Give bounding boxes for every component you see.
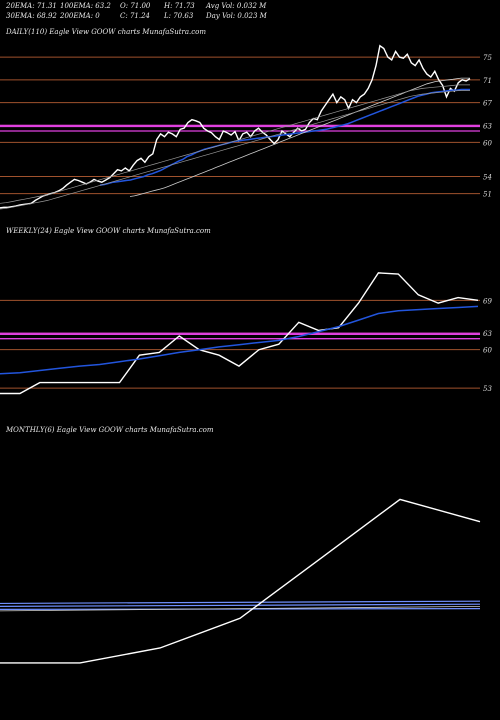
daily-panel-title: DAILY(110) Eagle View GOOW charts Munafa…: [6, 28, 207, 36]
daily-ytick-label: 51: [483, 191, 492, 199]
monthly-blue-band: [0, 600, 481, 605]
monthly-panel-title: MONTHLY(6) Eagle View GOOW charts Munafa…: [6, 426, 214, 434]
ema200-label: 200EMA: 0: [60, 12, 100, 20]
monthly-blue-band: [0, 603, 481, 608]
close-label: C: 71.24: [120, 12, 150, 20]
weekly-ytick-label: 69: [483, 297, 492, 305]
monthly-grey-band: [0, 606, 481, 612]
daily-series-1: [99, 88, 470, 186]
daily-series-0: [0, 44, 471, 209]
daily-ytick-label: 67: [483, 100, 492, 108]
monthly-series-0: [0, 498, 481, 664]
weekly-ytick-label: 53: [483, 385, 492, 393]
ema100-label: 100EMA: 63.2: [60, 2, 111, 10]
weekly-series-1: [0, 305, 479, 375]
open-label: O: 71.00: [120, 2, 151, 10]
low-label: L: 70.63: [164, 12, 194, 20]
daily-grey-ema-0: [0, 84, 470, 204]
weekly-series-0: [0, 272, 479, 395]
day-vol-label: Day Vol: 0.023 M: [206, 12, 267, 20]
daily-ytick-label: 60: [483, 139, 492, 147]
daily-ytick-label: 54: [483, 174, 492, 182]
daily-grey-ema-1: [0, 90, 470, 210]
header-row-1: 20EMA: 71.31 100EMA: 63.2 O: 71.00 H: 71…: [6, 2, 266, 10]
daily-ytick-label: 71: [483, 77, 492, 85]
high-label: H: 71.73: [164, 2, 195, 10]
weekly-ytick-label: 63: [483, 330, 492, 338]
daily-ytick-label: 75: [483, 54, 492, 62]
daily-series-2: [129, 77, 470, 197]
ema30-label: 30EMA: 68.92: [6, 12, 57, 20]
weekly-ytick-label: 60: [483, 347, 492, 355]
avg-vol-label: Avg Vol: 0.032 M: [206, 2, 267, 10]
header-row-2: 30EMA: 68.92 200EMA: 0 C: 71.24 L: 70.63…: [6, 12, 267, 20]
daily-ytick-label: 63: [483, 122, 492, 130]
weekly-panel-title: WEEKLY(24) Eagle View GOOW charts Munafa…: [6, 227, 211, 235]
ema20-label: 20EMA: 71.31: [6, 2, 57, 10]
